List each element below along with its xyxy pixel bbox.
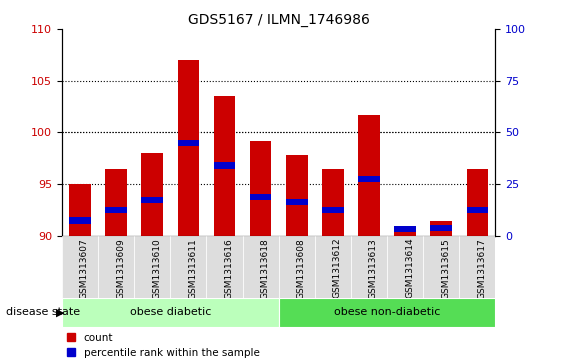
FancyBboxPatch shape	[387, 236, 423, 298]
Bar	[141, 197, 163, 203]
Bar	[69, 217, 91, 224]
Text: GSM1313611: GSM1313611	[189, 238, 198, 298]
FancyBboxPatch shape	[171, 236, 207, 298]
Bar	[141, 153, 163, 236]
FancyBboxPatch shape	[134, 236, 171, 298]
Text: GSM1313615: GSM1313615	[441, 238, 450, 298]
Bar	[286, 155, 307, 236]
Text: obese diabetic: obese diabetic	[129, 307, 211, 317]
Text: GSM1313617: GSM1313617	[477, 238, 486, 298]
Bar	[105, 207, 127, 213]
Bar	[467, 169, 488, 236]
FancyBboxPatch shape	[62, 236, 98, 298]
FancyBboxPatch shape	[62, 298, 279, 327]
Bar	[250, 193, 271, 200]
Bar	[250, 141, 271, 236]
FancyBboxPatch shape	[98, 236, 134, 298]
Bar	[322, 169, 343, 236]
Bar	[467, 207, 488, 213]
FancyBboxPatch shape	[459, 236, 495, 298]
Title: GDS5167 / ILMN_1746986: GDS5167 / ILMN_1746986	[187, 13, 370, 26]
Text: GSM1313616: GSM1313616	[225, 238, 234, 298]
FancyBboxPatch shape	[315, 236, 351, 298]
Text: obese non-diabetic: obese non-diabetic	[334, 307, 440, 317]
Text: GSM1313613: GSM1313613	[369, 238, 378, 298]
Bar	[177, 140, 199, 146]
FancyBboxPatch shape	[351, 236, 387, 298]
Bar	[394, 229, 416, 236]
Bar	[431, 221, 452, 236]
Text: GSM1313610: GSM1313610	[152, 238, 161, 298]
Text: GSM1313618: GSM1313618	[261, 238, 270, 298]
Bar	[322, 207, 343, 213]
FancyBboxPatch shape	[243, 236, 279, 298]
Bar	[286, 199, 307, 205]
Text: GSM1313607: GSM1313607	[80, 238, 89, 298]
Bar	[105, 169, 127, 236]
Bar	[214, 163, 235, 169]
FancyBboxPatch shape	[279, 298, 495, 327]
FancyBboxPatch shape	[279, 236, 315, 298]
Bar	[394, 225, 416, 232]
Bar	[431, 225, 452, 231]
Text: ▶: ▶	[56, 307, 65, 317]
Bar	[214, 96, 235, 236]
Bar	[69, 184, 91, 236]
Text: GSM1313612: GSM1313612	[333, 238, 342, 298]
Bar	[358, 115, 380, 236]
Bar	[177, 60, 199, 236]
Text: disease state: disease state	[6, 307, 80, 317]
Bar	[358, 176, 380, 182]
FancyBboxPatch shape	[207, 236, 243, 298]
Text: GSM1313609: GSM1313609	[116, 238, 125, 298]
Text: GSM1313614: GSM1313614	[405, 238, 414, 298]
FancyBboxPatch shape	[423, 236, 459, 298]
Legend: count, percentile rank within the sample: count, percentile rank within the sample	[67, 333, 260, 358]
Text: GSM1313608: GSM1313608	[297, 238, 306, 298]
